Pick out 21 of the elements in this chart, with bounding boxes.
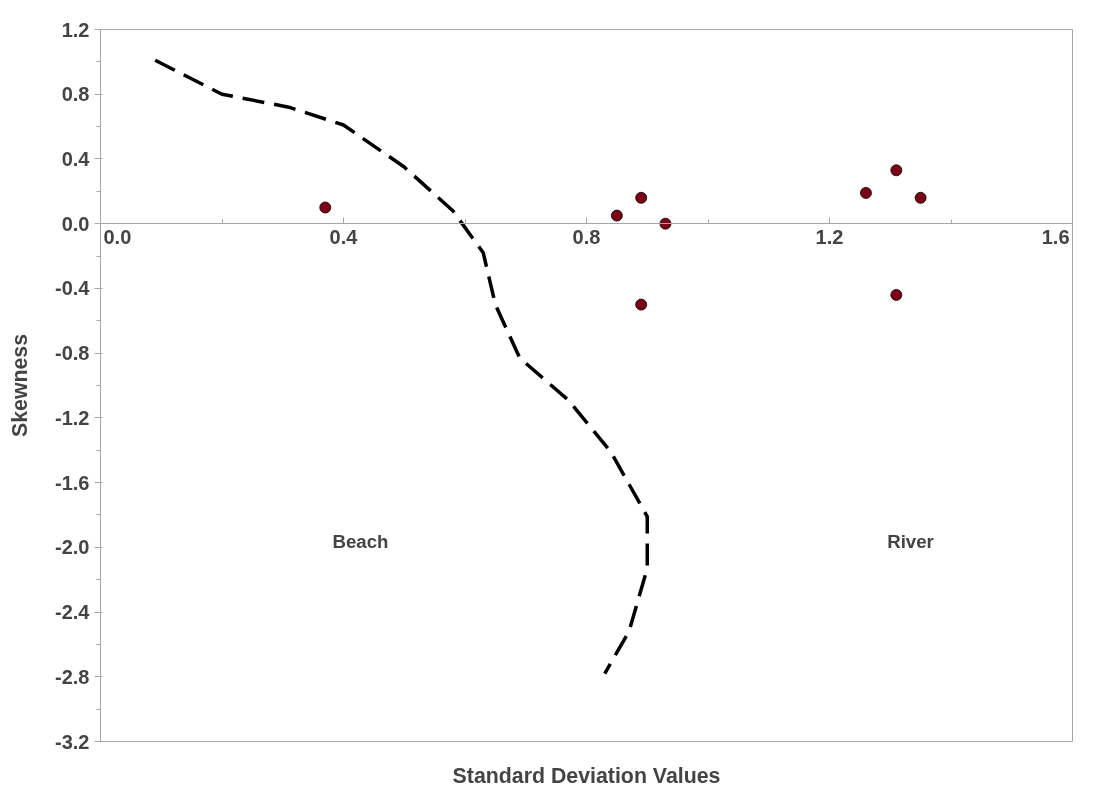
y-tick-label: 1.2 <box>61 18 90 41</box>
y-tick-label: -1.6 <box>55 471 90 494</box>
y-tick-label: -3.2 <box>55 730 90 753</box>
annotation: River <box>887 531 934 552</box>
annotation: Beach <box>332 531 389 552</box>
line-series <box>153 58 649 676</box>
y-tick-label: -2.4 <box>55 601 91 624</box>
x-tick-label: 1.2 <box>815 225 844 248</box>
y-tick-label: -0.8 <box>55 342 90 365</box>
y-tick-label: 0.8 <box>61 83 90 106</box>
y-tick-label: -1.2 <box>55 406 90 429</box>
x-axis-title: Standard Deviation Values <box>452 763 721 788</box>
y-tick-label: -0.4 <box>55 277 91 300</box>
y-tick-label: 0.4 <box>61 147 91 170</box>
y-tick-label: -2.8 <box>55 665 90 688</box>
x-tick-label: 0.0 <box>103 225 132 248</box>
x-tick-label: 0.4 <box>329 225 359 248</box>
y-tick-label: -2.0 <box>55 536 90 559</box>
y-axis-title: Skewness <box>8 333 33 438</box>
x-tick-label: 1.6 <box>1041 225 1070 248</box>
x-tick-label: 0.8 <box>572 225 601 248</box>
